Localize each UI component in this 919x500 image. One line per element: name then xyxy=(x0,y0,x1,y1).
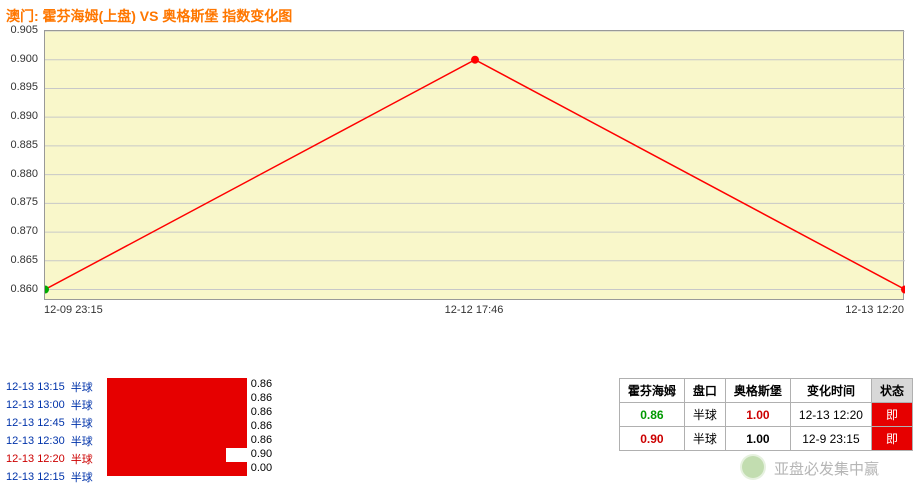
x-tick-label: 12-13 12:20 xyxy=(845,304,904,316)
value-bar xyxy=(107,420,247,434)
status-cell: 即 xyxy=(871,427,912,451)
time-list: 12-13 13:15半球12-13 13:00半球12-13 12:45半球1… xyxy=(6,378,99,486)
table-row: 0.86半球1.0012-13 12:20 即 xyxy=(619,403,912,427)
table-header-row: 霍芬海姆盘口奥格斯堡变化时间状态 xyxy=(619,379,912,403)
list-handicap: 半球 xyxy=(71,450,99,468)
bar-value-label: 0.86 xyxy=(251,420,272,432)
value-bar xyxy=(107,434,247,448)
time-list-row: 12-13 13:15半球 xyxy=(6,378,99,396)
bar-value-label: 0.86 xyxy=(251,406,272,418)
list-handicap: 半球 xyxy=(71,432,99,450)
bottom-section: 12-13 13:15半球12-13 13:00半球12-13 12:45半球1… xyxy=(0,378,919,486)
value-bar xyxy=(107,378,247,392)
table-header-cell: 霍芬海姆 xyxy=(619,379,684,403)
home-odds-cell: 0.90 xyxy=(619,427,684,451)
chart-title: 澳门: 霍芬海姆(上盘) VS 奥格斯堡 指数变化图 xyxy=(0,0,919,30)
y-tick-label: 0.895 xyxy=(10,81,38,93)
list-handicap: 半球 xyxy=(71,396,99,414)
list-handicap: 半球 xyxy=(71,468,99,486)
y-axis-labels: 0.860 0.865 0.870 0.875 0.880 0.885 0.890 0.895… xyxy=(6,30,42,300)
time-list-row: 12-13 12:20半球 xyxy=(6,450,99,468)
value-bar xyxy=(107,392,247,406)
odds-table-container: 霍芬海姆盘口奥格斯堡变化时间状态0.86半球1.0012-13 12:20即0.… xyxy=(619,378,913,486)
status-cell: 即 xyxy=(871,403,912,427)
value-bar xyxy=(107,462,247,476)
time-list-row: 12-13 13:00半球 xyxy=(6,396,99,414)
list-time: 12-13 12:15 xyxy=(6,468,71,486)
y-tick-label: 0.865 xyxy=(10,254,38,266)
list-time: 12-13 13:15 xyxy=(6,378,71,396)
chart-plot-area xyxy=(44,30,904,300)
y-tick-label: 0.890 xyxy=(10,110,38,122)
bar-value-label: 0.00 xyxy=(251,462,272,474)
bar-value-label: 0.90 xyxy=(251,448,272,460)
list-time: 12-13 12:45 xyxy=(6,414,71,432)
list-time: 12-13 12:30 xyxy=(6,432,71,450)
y-tick-label: 0.860 xyxy=(10,283,38,295)
change-time-cell: 12-13 12:20 xyxy=(790,403,871,427)
list-handicap: 半球 xyxy=(71,414,99,432)
list-handicap: 半球 xyxy=(71,378,99,396)
y-tick-label: 0.880 xyxy=(10,168,38,180)
list-time: 12-13 12:20 xyxy=(6,450,71,468)
y-tick-label: 0.875 xyxy=(10,196,38,208)
change-time-cell: 12-9 23:15 xyxy=(790,427,871,451)
value-bar xyxy=(107,448,226,462)
value-bar xyxy=(107,406,247,420)
away-odds-cell: 1.00 xyxy=(725,427,790,451)
table-header-cell: 状态 xyxy=(871,379,912,403)
bar-value-label: 0.86 xyxy=(251,434,272,446)
bar-value-label: 0.86 xyxy=(251,378,272,390)
table-header-cell: 奥格斯堡 xyxy=(725,379,790,403)
bar-block: 0.86 0.86 0.86 0.86 0.86 0.90 0.00 xyxy=(107,378,287,476)
y-tick-label: 0.870 xyxy=(10,225,38,237)
handicap-cell: 半球 xyxy=(684,427,725,451)
x-axis-labels: 12-09 23:15 12-12 17:46 12-13 12:20 xyxy=(44,304,904,322)
chart-container: 0.860 0.865 0.870 0.875 0.880 0.885 0.890 0.895… xyxy=(6,30,913,322)
time-list-row: 12-13 12:30半球 xyxy=(6,432,99,450)
time-list-row: 12-13 12:15半球 xyxy=(6,468,99,486)
y-tick-label: 0.885 xyxy=(10,139,38,151)
status-badge: 即 xyxy=(880,429,904,448)
table-header-cell: 盘口 xyxy=(684,379,725,403)
y-tick-label: 0.900 xyxy=(10,53,38,65)
bar-value-label: 0.86 xyxy=(251,392,272,404)
list-time: 12-13 13:00 xyxy=(6,396,71,414)
table-header-cell: 变化时间 xyxy=(790,379,871,403)
y-tick-label: 0.905 xyxy=(10,24,38,36)
x-tick-label: 12-12 17:46 xyxy=(445,304,504,316)
odds-table: 霍芬海姆盘口奥格斯堡变化时间状态0.86半球1.0012-13 12:20即0.… xyxy=(619,378,913,451)
status-badge: 即 xyxy=(880,405,904,424)
home-odds-cell: 0.86 xyxy=(619,403,684,427)
x-tick-label: 12-09 23:15 xyxy=(44,304,103,316)
table-row: 0.90半球1.0012-9 23:15 即 xyxy=(619,427,912,451)
time-list-row: 12-13 12:45半球 xyxy=(6,414,99,432)
away-odds-cell: 1.00 xyxy=(725,403,790,427)
handicap-cell: 半球 xyxy=(684,403,725,427)
